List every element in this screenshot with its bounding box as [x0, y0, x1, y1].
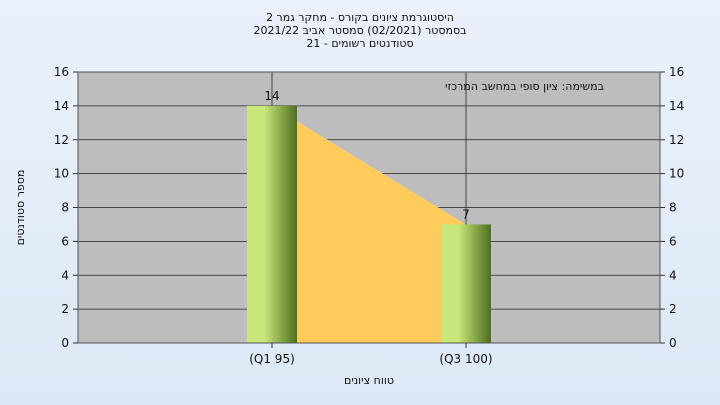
y-tick-label-right: 12: [669, 133, 684, 147]
chart-title: היסטוגרמת ציונים בקורס - מחקר גמר 2 בסמס…: [0, 11, 720, 50]
y-tick-label-left: 0: [61, 336, 69, 350]
data-label: 14: [264, 89, 279, 103]
y-tick-label-left: 6: [61, 234, 69, 248]
x-axis: (Q1 95) (Q3 100): [249, 343, 493, 366]
y-tick-label-left: 4: [61, 268, 69, 282]
y-tick-label-left: 10: [54, 167, 69, 181]
x-axis-title: טווח ציונים: [344, 374, 394, 387]
y-tick-label-left: 14: [54, 99, 69, 113]
y-tick-label-right: 0: [669, 336, 677, 350]
chart-title-line-3: סטודנטים רשומים - 21: [306, 37, 414, 50]
y-tick-label-right: 14: [669, 99, 684, 113]
y-tick-label-left: 8: [61, 201, 69, 215]
bars: [247, 105, 491, 343]
y-tick-label-right: 8: [669, 201, 677, 215]
y-tick-label-right: 2: [669, 302, 677, 316]
x-tick-label: (Q1 95): [249, 352, 295, 366]
y-axis-title: מספר סטודנטים: [14, 170, 27, 246]
y-tick-label-right: 4: [669, 268, 677, 282]
y-axis-left: 0 2 4 6 8 10 12 14 16: [54, 65, 78, 350]
data-labels: 14 7: [264, 89, 469, 222]
y-tick-label-left: 2: [61, 302, 69, 316]
trend-area: [272, 105, 466, 343]
y-axis-right: 0 2 4 6 8 10 12 14 16: [660, 65, 684, 350]
chart-title-line-1: היסטוגרמת ציונים בקורס - מחקר גמר 2: [266, 11, 454, 24]
y-tick-label-left: 16: [54, 65, 69, 79]
bar: [247, 105, 297, 343]
y-tick-label-left: 12: [54, 133, 69, 147]
chart-annotation: במשימה: ציון סופי במחשב המרכזי: [445, 80, 604, 93]
bar: [441, 224, 491, 343]
y-tick-label-right: 6: [669, 234, 677, 248]
data-label: 7: [462, 207, 470, 221]
x-tick-label: (Q3 100): [439, 352, 492, 366]
y-tick-label-right: 16: [669, 65, 684, 79]
y-tick-label-right: 10: [669, 167, 684, 181]
chart-title-line-2: בסמסטר (02/2021) סמסטר אביב 2021/22: [253, 24, 467, 37]
